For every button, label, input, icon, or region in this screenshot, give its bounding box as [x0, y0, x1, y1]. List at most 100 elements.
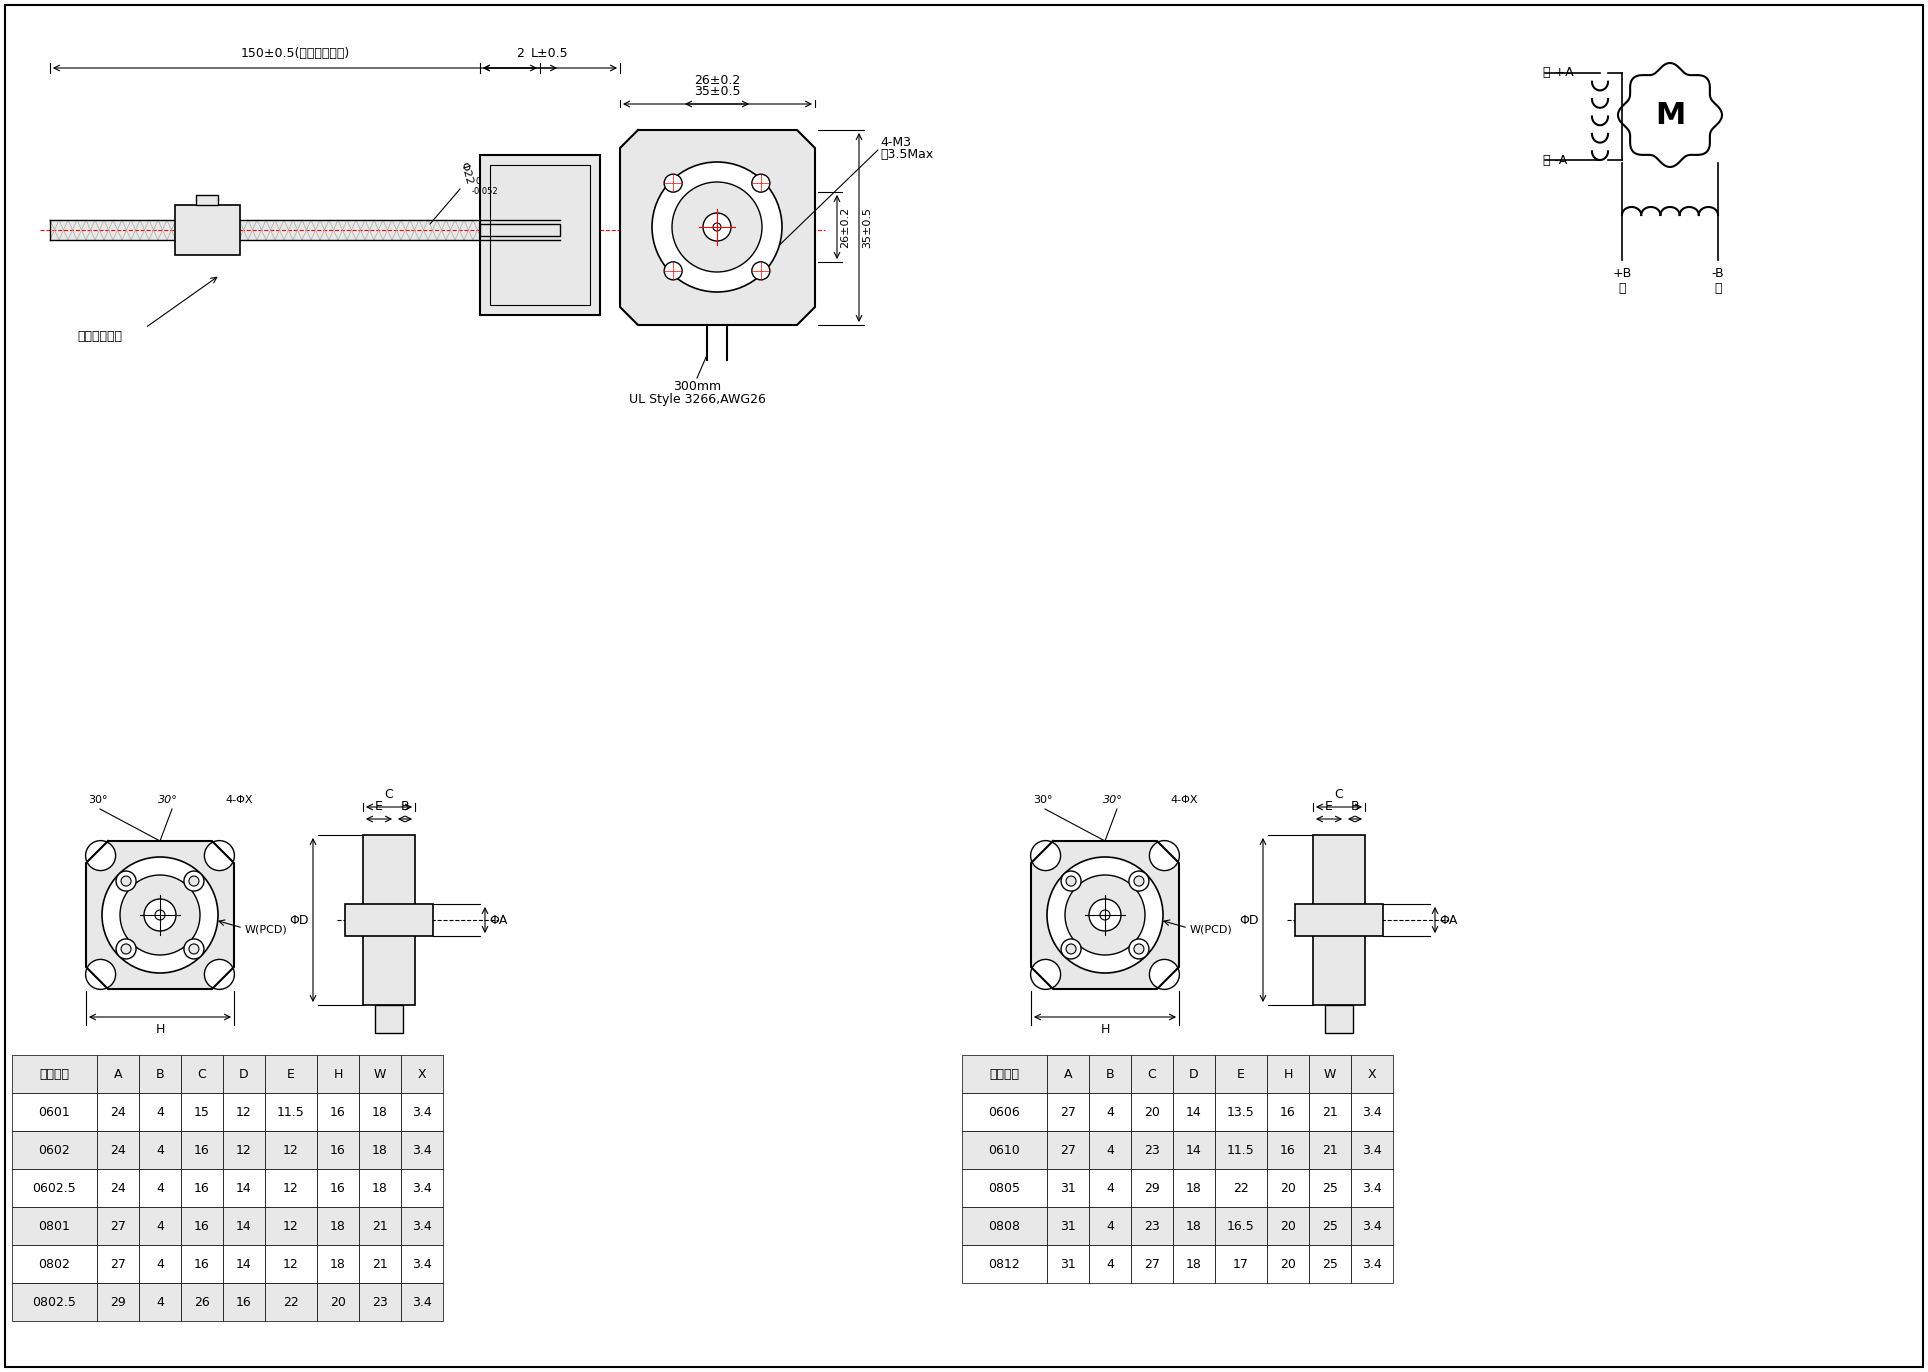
Bar — [1089, 1169, 1132, 1207]
Circle shape — [1134, 877, 1143, 886]
Bar — [1215, 1131, 1267, 1169]
Bar — [359, 1283, 401, 1321]
Text: 25: 25 — [1323, 1220, 1338, 1232]
Bar — [962, 1093, 1047, 1131]
Bar — [962, 1244, 1047, 1283]
Text: 螺母尺寸: 螺母尺寸 — [989, 1067, 1020, 1081]
Bar — [1132, 1207, 1172, 1244]
Text: C: C — [1147, 1067, 1157, 1081]
Circle shape — [102, 858, 218, 973]
Text: 0805: 0805 — [987, 1181, 1020, 1195]
Text: 18: 18 — [330, 1258, 345, 1270]
Text: 深3.5Max: 深3.5Max — [879, 148, 933, 162]
Bar — [316, 1093, 359, 1131]
Circle shape — [752, 174, 769, 192]
Text: 16: 16 — [1280, 1143, 1296, 1157]
Text: 4: 4 — [156, 1143, 164, 1157]
Bar — [1047, 1244, 1089, 1283]
Text: 11.5: 11.5 — [278, 1106, 305, 1118]
Text: 27: 27 — [110, 1220, 125, 1232]
Text: 12: 12 — [235, 1106, 253, 1118]
Bar — [1215, 1055, 1267, 1093]
Circle shape — [1064, 875, 1145, 955]
Text: 20: 20 — [1280, 1220, 1296, 1232]
Bar — [1047, 1093, 1089, 1131]
Bar — [264, 1055, 316, 1093]
Text: 0606: 0606 — [989, 1106, 1020, 1118]
Bar — [181, 1055, 224, 1093]
Circle shape — [1047, 858, 1163, 973]
Bar — [1132, 1169, 1172, 1207]
Text: 22: 22 — [283, 1295, 299, 1309]
Text: 2: 2 — [517, 47, 524, 60]
Bar — [139, 1207, 181, 1244]
Text: X: X — [1367, 1067, 1377, 1081]
Bar — [139, 1283, 181, 1321]
Circle shape — [1149, 841, 1180, 871]
Text: 14: 14 — [1186, 1143, 1201, 1157]
Text: 4: 4 — [1107, 1143, 1114, 1157]
Text: 14: 14 — [235, 1220, 253, 1232]
Text: 3.4: 3.4 — [413, 1220, 432, 1232]
Text: 3.4: 3.4 — [413, 1106, 432, 1118]
Text: 23: 23 — [1143, 1143, 1161, 1157]
Circle shape — [121, 944, 131, 954]
Text: 21: 21 — [372, 1220, 388, 1232]
Text: 3.4: 3.4 — [1361, 1106, 1382, 1118]
Circle shape — [154, 910, 166, 921]
Bar — [1047, 1131, 1089, 1169]
Circle shape — [713, 224, 721, 230]
Text: 0: 0 — [474, 177, 480, 187]
Text: 16: 16 — [235, 1295, 253, 1309]
Text: 21: 21 — [372, 1258, 388, 1270]
Polygon shape — [87, 841, 233, 989]
Circle shape — [1101, 910, 1111, 921]
Text: 30°: 30° — [158, 794, 177, 805]
Bar — [1215, 1169, 1267, 1207]
Bar — [316, 1207, 359, 1244]
Bar — [1132, 1131, 1172, 1169]
Text: 3.4: 3.4 — [1361, 1181, 1382, 1195]
Bar — [401, 1283, 443, 1321]
Text: 3.4: 3.4 — [413, 1295, 432, 1309]
Circle shape — [1149, 959, 1180, 989]
Circle shape — [673, 182, 762, 272]
Circle shape — [663, 262, 683, 280]
Bar — [962, 1207, 1047, 1244]
Text: 24: 24 — [110, 1106, 125, 1118]
Bar — [197, 195, 218, 204]
Bar — [1296, 904, 1382, 936]
Text: ΦD: ΦD — [289, 914, 308, 926]
Text: 3.4: 3.4 — [1361, 1258, 1382, 1270]
Circle shape — [85, 959, 116, 989]
Circle shape — [183, 938, 204, 959]
Text: H: H — [1284, 1067, 1292, 1081]
Bar — [1047, 1055, 1089, 1093]
Bar — [264, 1283, 316, 1321]
Text: 12: 12 — [283, 1258, 299, 1270]
Text: 4: 4 — [156, 1106, 164, 1118]
Bar — [1047, 1169, 1089, 1207]
Bar — [401, 1055, 443, 1093]
Bar — [96, 1093, 139, 1131]
Text: -0.052: -0.052 — [472, 187, 499, 196]
Bar — [1267, 1207, 1309, 1244]
Bar — [1089, 1207, 1132, 1244]
Text: 29: 29 — [110, 1295, 125, 1309]
Text: 4: 4 — [156, 1181, 164, 1195]
Bar — [224, 1131, 264, 1169]
Text: 18: 18 — [330, 1220, 345, 1232]
Bar — [401, 1131, 443, 1169]
Text: W(PCD): W(PCD) — [1190, 925, 1232, 934]
Text: 14: 14 — [1186, 1106, 1201, 1118]
Circle shape — [1089, 899, 1120, 932]
Text: 26±0.2: 26±0.2 — [694, 74, 740, 86]
Text: 16.5: 16.5 — [1226, 1220, 1255, 1232]
Text: 27: 27 — [1143, 1258, 1161, 1270]
Bar — [490, 165, 590, 305]
Text: C: C — [384, 788, 393, 801]
Text: W(PCD): W(PCD) — [245, 925, 287, 934]
Circle shape — [663, 174, 683, 192]
Circle shape — [1130, 938, 1149, 959]
Bar — [1352, 1093, 1394, 1131]
